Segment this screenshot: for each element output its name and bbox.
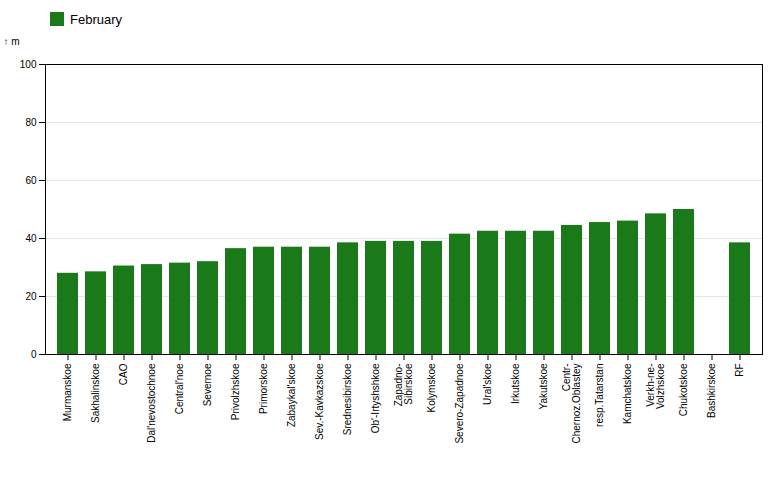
svg-text:60: 60 [25, 175, 37, 186]
svg-text:RF: RF [734, 364, 745, 377]
svg-text:Chukotskoe: Chukotskoe [678, 363, 689, 416]
svg-text:resp.Tatarstan: resp.Tatarstan [594, 364, 605, 427]
svg-text:20: 20 [25, 291, 37, 302]
svg-text:100: 100 [20, 59, 37, 70]
svg-text:80: 80 [25, 117, 37, 128]
svg-text:Primorskoe: Primorskoe [258, 363, 269, 414]
svg-text:Sev.-Kavkazskoe: Sev.-Kavkazskoe [314, 363, 325, 440]
svg-text:Kolymskoe: Kolymskoe [426, 363, 437, 412]
svg-text:Ob'-Irtyshshkoe: Ob'-Irtyshshkoe [370, 363, 381, 433]
svg-text:Dal'nevostochnoe: Dal'nevostochnoe [146, 363, 157, 443]
svg-text:Kamchatskoe: Kamchatskoe [622, 363, 633, 424]
svg-text:Severnoe: Severnoe [202, 363, 213, 406]
svg-text:Zabaykal'skoe: Zabaykal'skoe [286, 363, 297, 427]
html-text:February: February [70, 11, 122, 27]
svg-text:0: 0 [31, 349, 37, 360]
svg-text:Privolzhskoe: Privolzhskoe [230, 363, 241, 420]
svg-text:Central'noe: Central'noe [174, 363, 185, 414]
svg-text:40: 40 [25, 233, 37, 244]
svg-text:Irkutskoe: Irkutskoe [510, 363, 521, 404]
svg-text:CAO: CAO [118, 363, 129, 385]
svg-text:Ural'skoe: Ural'skoe [482, 363, 493, 405]
svg-text:Srednesibirskoe: Srednesibirskoe [342, 363, 353, 435]
svg-text:Yakutskoe: Yakutskoe [538, 363, 549, 409]
svg-text:Sakhalinskoe: Sakhalinskoe [90, 363, 101, 423]
svg-text:Centr-Chernoz.Oblastey: Centr-Chernoz.Oblastey [561, 364, 582, 444]
svg-text:Bashkirskoe: Bashkirskoe [706, 363, 717, 418]
svg-text:↑ m: ↑ m [4, 36, 20, 47]
svg-text:Severo-Zapadnoe: Severo-Zapadnoe [454, 363, 465, 443]
svg-text:Murmanskoe: Murmanskoe [62, 363, 73, 421]
svg-text:Verkh-ne-Volzhskoe: Verkh-ne-Volzhskoe [645, 363, 666, 409]
svg-text:Zapadno-Sibirskoe: Zapadno-Sibirskoe [393, 363, 414, 406]
